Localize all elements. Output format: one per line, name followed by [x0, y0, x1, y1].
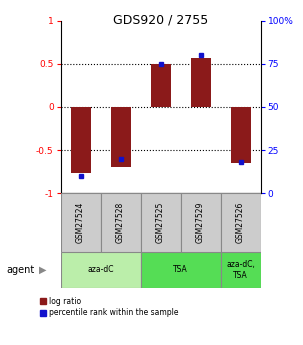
Text: agent: agent	[6, 265, 34, 275]
Text: TSA: TSA	[173, 265, 188, 275]
Bar	[191, 58, 211, 107]
Bar	[151, 64, 171, 107]
Text: GSM27524: GSM27524	[76, 202, 85, 243]
Bar	[231, 107, 251, 163]
Bar	[101, 193, 141, 252]
Legend: log ratio, percentile rank within the sample: log ratio, percentile rank within the sa…	[40, 297, 179, 317]
Bar	[141, 252, 221, 288]
Bar	[61, 252, 141, 288]
Text: GSM27526: GSM27526	[236, 202, 245, 243]
Text: GDS920 / 2755: GDS920 / 2755	[113, 14, 208, 27]
Bar	[111, 107, 131, 167]
Bar	[221, 252, 261, 288]
Bar	[221, 193, 261, 252]
Text: aza-dC: aza-dC	[87, 265, 114, 275]
Text: GSM27525: GSM27525	[156, 202, 165, 243]
Bar	[71, 107, 91, 172]
Text: GSM27529: GSM27529	[196, 202, 205, 243]
Bar	[61, 193, 101, 252]
Text: aza-dC,
TSA: aza-dC, TSA	[226, 260, 255, 280]
Bar	[181, 193, 221, 252]
Text: ▶: ▶	[39, 265, 46, 275]
Bar	[141, 193, 181, 252]
Text: GSM27528: GSM27528	[116, 202, 125, 243]
